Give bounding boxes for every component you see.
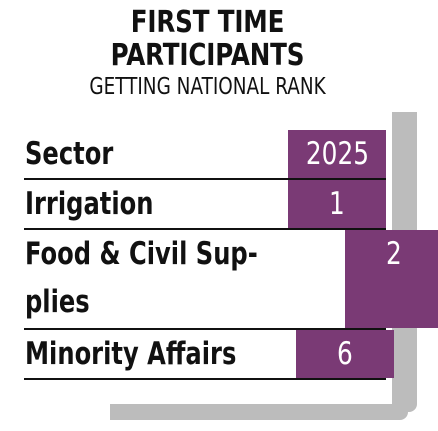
sector-cell: Food & Civil Sup- plies bbox=[25, 236, 258, 320]
title-line-1: FIRST TIME bbox=[130, 5, 285, 40]
column-header-sector: Sector bbox=[25, 136, 114, 172]
table-row: Minority Affairs 6 bbox=[24, 330, 394, 380]
table-row: Food & Civil Sup- plies 2 bbox=[24, 230, 438, 330]
rank-cell: 6 bbox=[295, 330, 394, 378]
rank-table: Sector 2025 Irrigation 1 Food & Civil Su… bbox=[24, 130, 438, 380]
subtitle: GETTING NATIONAL RANK bbox=[89, 74, 326, 100]
title-line-2: PARTICIPANTS bbox=[110, 38, 305, 73]
rank-cell: 1 bbox=[288, 180, 386, 228]
table-row: Irrigation 1 bbox=[24, 180, 386, 230]
table-header-row: Sector 2025 bbox=[24, 130, 386, 180]
sector-cell: Minority Affairs bbox=[25, 336, 237, 372]
card-header: FIRST TIME PARTICIPANTS GETTING NATIONAL… bbox=[0, 6, 415, 101]
column-header-year: 2025 bbox=[288, 130, 386, 178]
rank-cell: 2 bbox=[345, 230, 438, 328]
sector-cell: Irrigation bbox=[25, 186, 154, 222]
